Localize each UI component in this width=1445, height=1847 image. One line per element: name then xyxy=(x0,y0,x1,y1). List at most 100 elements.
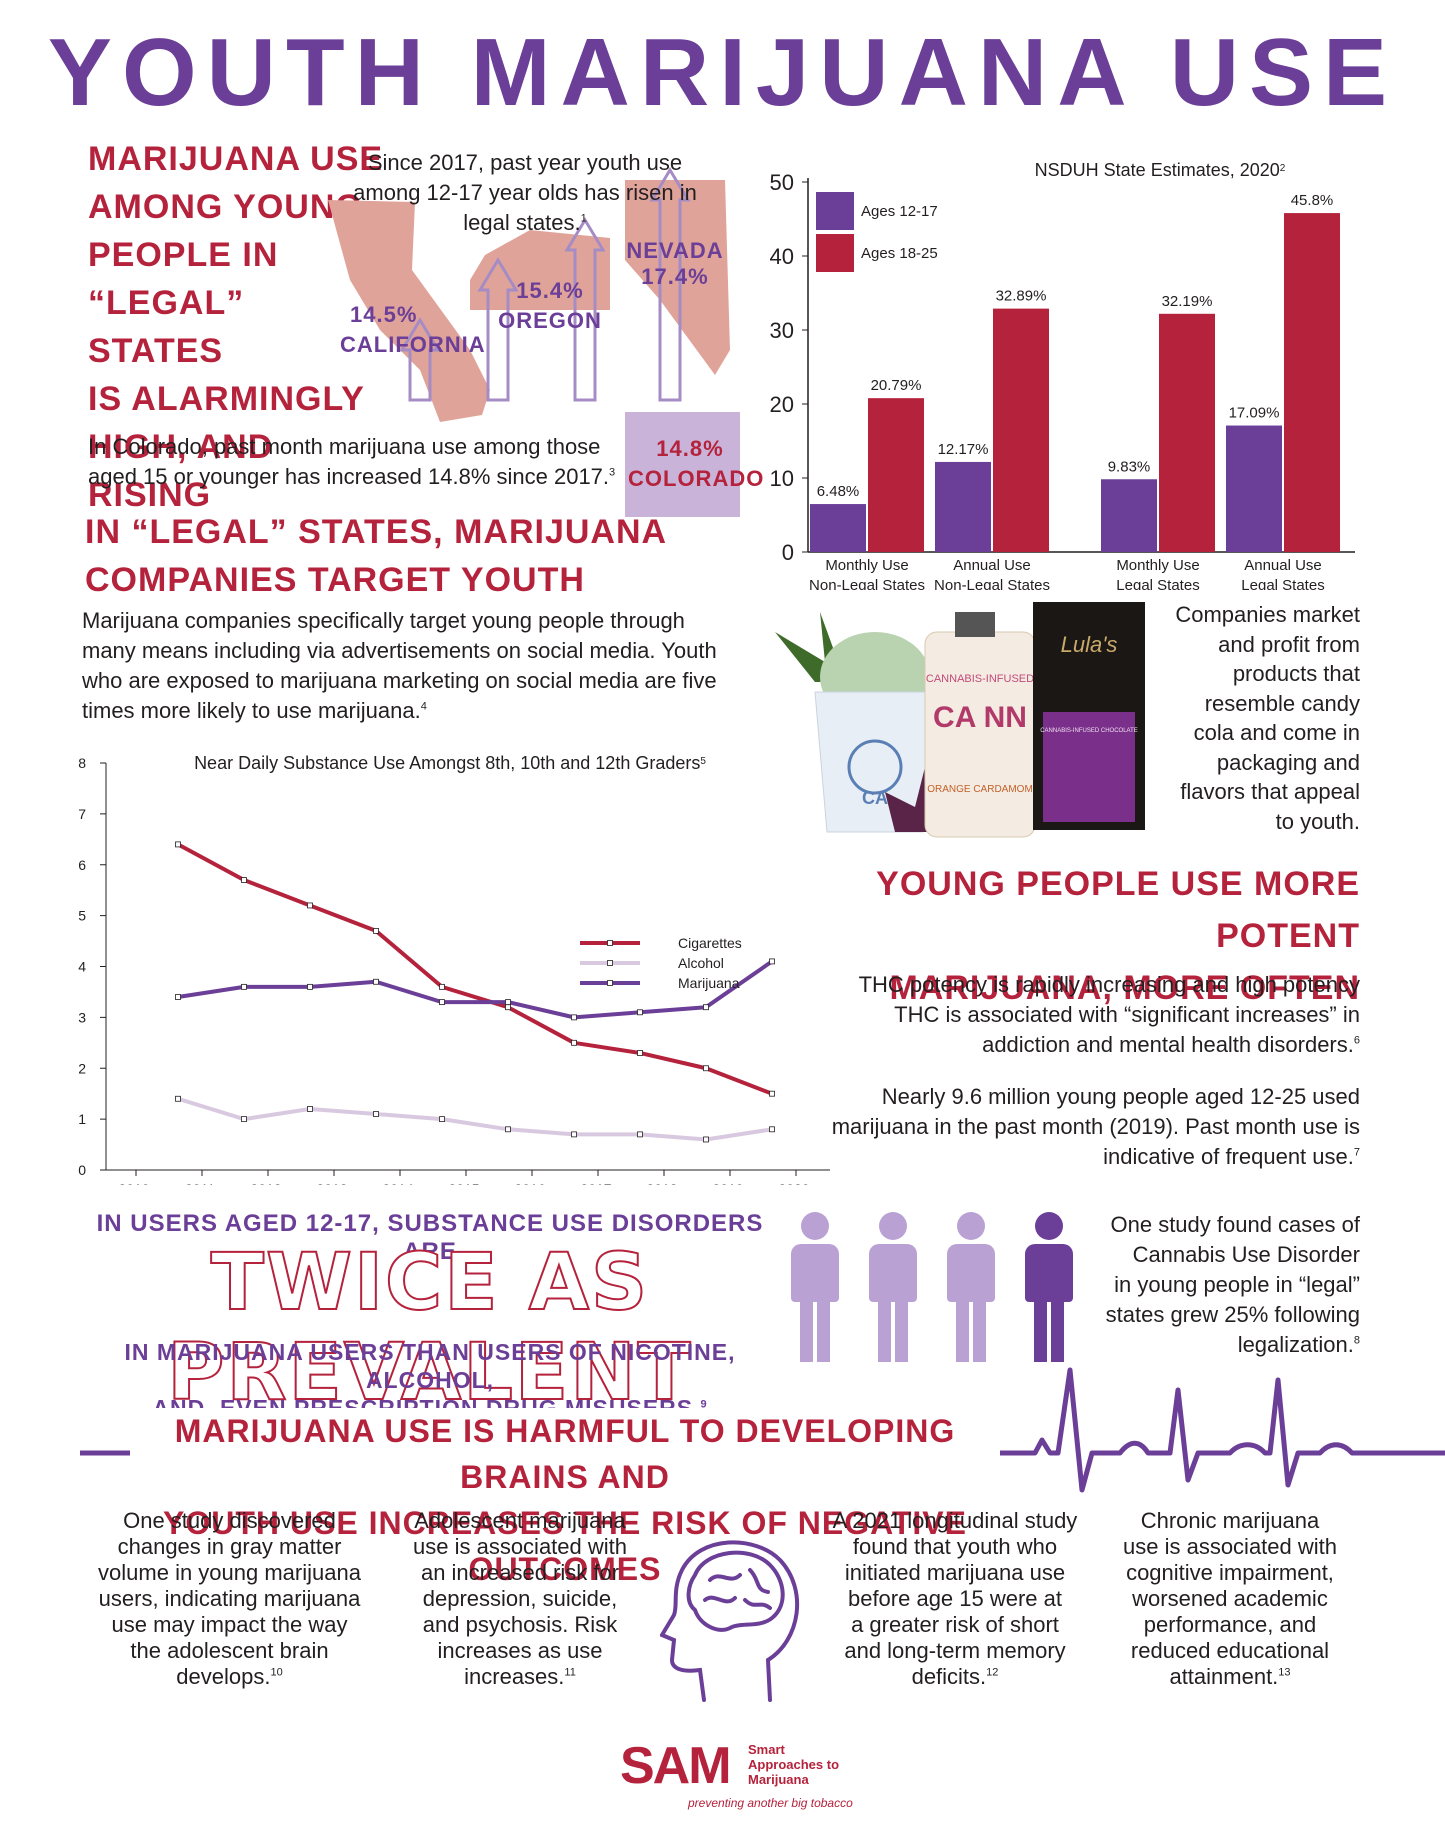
data-point xyxy=(307,1106,313,1112)
data-point xyxy=(439,999,445,1006)
bar xyxy=(1226,425,1282,552)
data-point xyxy=(175,841,181,848)
bar-chart-legend: Ages 12-17 Ages 18-25 xyxy=(816,192,938,272)
data-point xyxy=(307,983,313,990)
bar xyxy=(810,504,866,552)
products-image: CA CANNABIS-INFUSED CA NN ORANGE CARDAMO… xyxy=(775,602,1145,838)
brain-col-line: cognitive impairment, xyxy=(1126,1560,1334,1585)
can-brand: CA NN xyxy=(933,701,1027,734)
products-text-line: packaging and xyxy=(1216,749,1360,775)
brain-col-line: depression, suicide, xyxy=(422,1586,618,1611)
chocolate-label: CANNABIS-INFUSED CHOCOLATE xyxy=(1040,728,1138,734)
line-chart-series xyxy=(175,841,775,1143)
line-chart-axis: 0 1 2 3 4 5 6 7 8 2010 2011 2012 2013 2014 2015 2016 201… xyxy=(78,755,830,1185)
x-tick-label: 2017 xyxy=(580,1181,611,1185)
chocolate-label-panel xyxy=(1043,712,1135,822)
footnote-ref: 2 xyxy=(1280,163,1286,174)
footnote-ref: 9 xyxy=(700,1398,708,1411)
nevada-label: NEVADA 17.4% xyxy=(620,238,730,290)
bar xyxy=(993,308,1049,552)
data-point xyxy=(505,1004,511,1011)
products-text-line: products that xyxy=(1232,661,1360,686)
study-text-line: states grew 25% following xyxy=(1105,1302,1360,1327)
bar-chart-bars: 6.48% 20.79% Monthly Use Non-Legal States 12… xyxy=(809,192,1340,590)
section1-heading-line: MARIJUANA USE xyxy=(88,140,384,178)
sam-logo: SAM Smart Approaches to Marijuana preven… xyxy=(620,1738,860,1818)
brain-col-line: reduced educational xyxy=(1130,1638,1330,1663)
brain-col-line: A 2021 longitudinal study xyxy=(832,1508,1078,1533)
brain-col-line: volume in young marijuana xyxy=(98,1560,361,1585)
products-text-line: cola and come in xyxy=(1193,720,1360,745)
legend-marker xyxy=(607,980,613,986)
twice-top: IN USERS AGED 12-17, SUBSTANCE USE DISOR… xyxy=(96,1210,764,1265)
bar-category-label: Legal States xyxy=(1241,577,1324,590)
cup-label: CA xyxy=(862,788,888,808)
section1-heading-line: PEOPLE IN xyxy=(88,236,279,274)
page-title: YOUTH MARIJUANA USE xyxy=(47,19,1398,126)
brain-col-line: use is associated with xyxy=(413,1534,627,1559)
data-point xyxy=(637,1050,643,1056)
y-tick-label: 8 xyxy=(78,755,86,771)
brain-col4: Chronic marijuana use is associated with… xyxy=(1105,1508,1355,1690)
data-point xyxy=(703,1004,709,1011)
bar-category-label: Non-Legal States xyxy=(934,577,1050,590)
x-tick-label: 2013 xyxy=(316,1181,347,1185)
nevada-pct: 17.4% xyxy=(641,264,709,289)
section3-heading-line: MARIJUANA, MORE OFTEN xyxy=(889,969,1360,1007)
study-text-line: Cannabis Use Disorder xyxy=(1132,1242,1360,1267)
sam-tagline: preventing another big tobacco xyxy=(688,1796,853,1810)
bar-category-label: Monthly Use xyxy=(825,557,908,574)
data-point xyxy=(307,902,313,909)
data-point xyxy=(439,1116,445,1123)
bar-category-label: Legal States xyxy=(1116,577,1199,590)
states-map xyxy=(328,167,740,517)
products-text-line: resemble candy xyxy=(1204,690,1360,716)
footnote-ref: 4 xyxy=(420,700,427,713)
brain-col-line: a greater risk of short xyxy=(851,1612,1059,1637)
y-tick-label: 4 xyxy=(78,959,86,975)
sam-logo-line: Approaches to xyxy=(748,1757,840,1772)
bar-value-label: 9.83% xyxy=(1108,458,1151,475)
footnote-ref: 3 xyxy=(609,466,616,479)
products-text-line: to youth. xyxy=(1275,808,1360,834)
bar xyxy=(868,398,924,552)
products-text-line: Companies market xyxy=(1175,602,1360,627)
brain-col-line: increases. xyxy=(464,1664,565,1689)
data-point xyxy=(637,1009,643,1016)
bar-value-label: 20.79% xyxy=(871,377,922,394)
bar-category-label: Non-Legal States xyxy=(809,577,925,590)
can-tab xyxy=(955,612,995,637)
legend-label: Ages 18-25 xyxy=(861,245,938,262)
brain-col-line: Adolescent marijuana xyxy=(414,1508,626,1533)
section3-heading-line: YOUNG PEOPLE USE MORE POTENT xyxy=(876,865,1360,955)
brain-col-line: develops. xyxy=(176,1664,271,1689)
y-tick-label: 0 xyxy=(78,1162,86,1178)
soda-can xyxy=(924,631,1036,838)
x-tick-label: 2012 xyxy=(250,1181,281,1185)
brain-col-line: increases as use xyxy=(437,1638,603,1663)
brain-col-line: One study discovered xyxy=(123,1508,336,1533)
twice-prevalent: TWICE AS PREVALENT xyxy=(166,1237,693,1419)
study-text-line: One study found cases of xyxy=(1110,1212,1361,1237)
brain-col-line: worsened academic xyxy=(1132,1586,1328,1611)
section2-heading-line: COMPANIES TARGET YOUTH xyxy=(85,561,585,599)
y-tick-label: 1 xyxy=(78,1111,86,1127)
bar-category-label: Monthly Use xyxy=(1116,557,1199,574)
y-tick-label: 10 xyxy=(770,466,794,491)
line-chart-title: Near Daily Substance Use Amongst 8th, 10… xyxy=(194,753,706,773)
brain-col1: One study discovered changes in gray mat… xyxy=(82,1508,377,1690)
legend-label: Ages 12-17 xyxy=(861,203,938,220)
can-text: CANNABIS-INFUSED xyxy=(926,673,1034,685)
oregon-pct: 15.4% xyxy=(516,278,584,303)
brain-col-line: an increased risk for xyxy=(420,1560,620,1585)
bar xyxy=(1101,479,1157,552)
x-tick-label: 2011 xyxy=(185,1181,215,1185)
brain-col-line: initiated marijuana use xyxy=(844,1560,1066,1585)
arrow-up-icon xyxy=(399,317,441,402)
products-text-line: and profit from xyxy=(1218,631,1360,657)
can-flavor: ORANGE CARDAMOM xyxy=(927,784,1033,795)
y-tick-label: 50 xyxy=(770,170,794,195)
footnote-ref: 10 xyxy=(270,1666,283,1679)
chocolate-brand: Lula's xyxy=(1061,632,1118,657)
line-chart: Near Daily Substance Use Amongst 8th, 10… xyxy=(78,753,830,1185)
